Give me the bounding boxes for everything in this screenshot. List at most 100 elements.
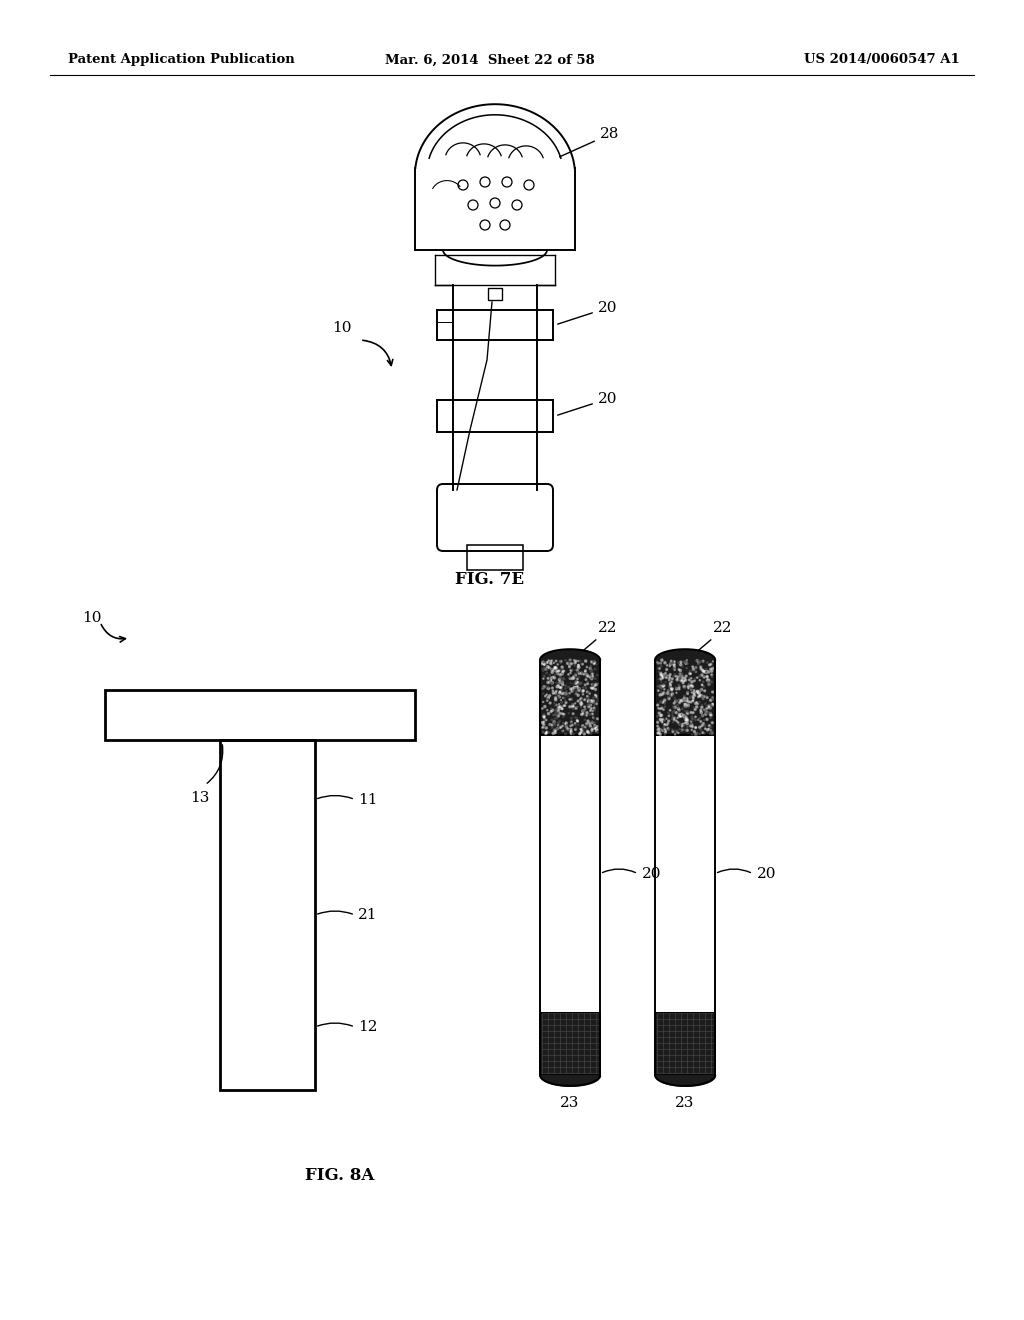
Point	[690, 649, 707, 671]
Point	[552, 672, 568, 693]
Point	[684, 717, 700, 738]
Point	[685, 690, 701, 711]
Point	[650, 680, 667, 701]
Point	[705, 694, 721, 715]
Point	[577, 723, 593, 744]
Point	[553, 652, 569, 673]
Point	[568, 651, 585, 672]
Point	[678, 689, 694, 710]
Point	[542, 652, 558, 673]
Point	[652, 667, 669, 688]
Point	[535, 721, 551, 742]
Point	[672, 667, 688, 688]
Point	[569, 711, 586, 733]
Point	[670, 708, 686, 729]
Point	[676, 669, 692, 690]
Point	[656, 714, 673, 735]
Point	[564, 681, 581, 702]
Point	[542, 671, 558, 692]
Point	[679, 719, 695, 741]
Point	[537, 708, 553, 729]
Point	[537, 685, 553, 706]
Point	[536, 706, 552, 727]
Point	[570, 685, 587, 706]
Point	[677, 713, 693, 734]
Point	[696, 686, 713, 708]
Point	[669, 667, 685, 688]
Point	[587, 686, 603, 708]
Point	[670, 694, 686, 715]
Point	[570, 655, 587, 676]
Point	[553, 698, 569, 719]
Point	[690, 682, 707, 704]
Point	[556, 669, 572, 690]
Point	[674, 719, 690, 741]
Point	[587, 685, 603, 706]
Point	[688, 723, 705, 744]
Point	[674, 698, 690, 719]
Point	[686, 697, 702, 718]
Point	[683, 676, 699, 697]
Point	[703, 722, 720, 743]
Point	[694, 694, 711, 715]
Point	[568, 684, 585, 705]
Point	[573, 663, 590, 684]
Point	[694, 722, 711, 743]
Point	[660, 702, 677, 723]
Point	[694, 651, 711, 672]
Point	[547, 660, 563, 681]
Point	[535, 698, 551, 719]
Point	[690, 686, 707, 708]
Point	[654, 711, 671, 733]
Point	[548, 702, 564, 723]
Point	[696, 661, 713, 682]
Point	[581, 722, 597, 743]
Point	[584, 668, 600, 689]
Point	[551, 669, 567, 690]
Point	[671, 704, 687, 725]
Point	[693, 675, 710, 696]
Point	[686, 684, 702, 705]
Point	[684, 708, 700, 729]
Point	[685, 692, 701, 713]
Point	[673, 706, 689, 727]
Point	[561, 655, 578, 676]
Point	[696, 723, 713, 744]
Point	[543, 671, 559, 692]
Point	[683, 663, 699, 684]
Point	[660, 710, 677, 731]
Point	[674, 705, 690, 726]
Point	[674, 690, 690, 711]
Point	[684, 725, 700, 746]
Point	[555, 706, 571, 727]
Point	[540, 677, 556, 698]
Point	[692, 656, 709, 677]
Point	[536, 706, 552, 727]
Point	[673, 652, 689, 673]
Point	[681, 714, 697, 735]
Point	[694, 715, 711, 737]
Bar	[540, 1012, 600, 1074]
Text: US 2014/0060547 A1: US 2014/0060547 A1	[804, 54, 961, 66]
Point	[660, 688, 677, 709]
Point	[563, 711, 580, 733]
Point	[702, 723, 719, 744]
Point	[668, 668, 684, 689]
Point	[557, 682, 573, 704]
Point	[547, 722, 563, 743]
Point	[650, 722, 667, 743]
Point	[540, 688, 556, 709]
Point	[544, 718, 560, 739]
Point	[568, 681, 585, 702]
Point	[558, 682, 574, 704]
Point	[689, 649, 706, 671]
Point	[562, 715, 579, 737]
Point	[656, 692, 673, 713]
Point	[691, 681, 708, 702]
Point	[555, 675, 571, 696]
Point	[536, 665, 552, 686]
Point	[693, 685, 710, 706]
Point	[563, 689, 580, 710]
Point	[650, 719, 667, 741]
Point	[667, 688, 683, 709]
